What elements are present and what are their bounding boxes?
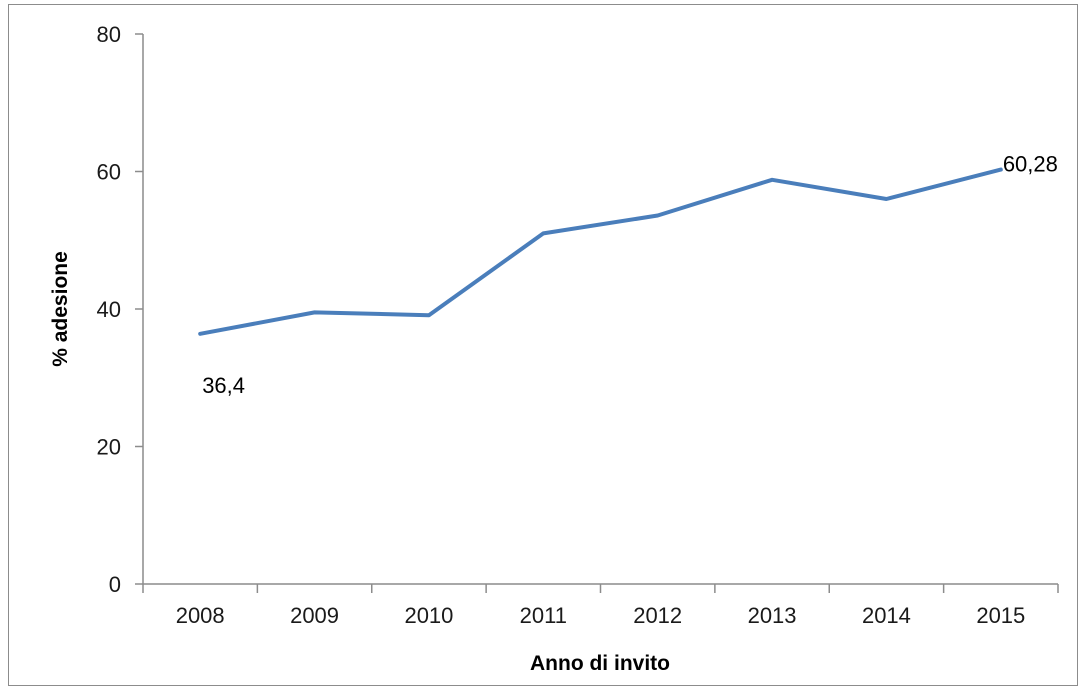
data-label: 60,28: [1003, 152, 1058, 177]
x-tick-label: 2012: [633, 603, 682, 628]
data-label: 36,4: [202, 373, 245, 398]
series-line: [198, 167, 1003, 336]
x-tick-label: 2008: [176, 603, 225, 628]
x-tick-label: 2014: [862, 603, 911, 628]
x-tick-label: 2013: [748, 603, 797, 628]
series-layer: [198, 167, 1003, 336]
y-tick-label: 0: [109, 572, 121, 597]
y-tick-label: 80: [97, 22, 121, 47]
chart-frame: [8, 4, 1078, 686]
x-tick-label: 2015: [976, 603, 1025, 628]
x-ticks: 2008 2009 2010 2011 2012 2013 2014 2015: [142, 584, 1059, 628]
x-tick-label: 2011: [520, 603, 567, 628]
y-tick-label: 20: [97, 435, 121, 460]
y-tick-label: 40: [97, 297, 121, 322]
x-axis-title: Anno di invito: [530, 652, 670, 675]
data-labels: 36,4 60,28: [202, 152, 1058, 398]
x-tick-label: 2010: [404, 603, 453, 628]
y-ticks: 0 20 40 60 80: [97, 22, 143, 597]
y-tick-label: 60: [97, 160, 121, 185]
y-axis-title: % adesione: [49, 251, 72, 367]
axes: [142, 34, 1058, 585]
x-tick-label: 2009: [290, 603, 339, 628]
